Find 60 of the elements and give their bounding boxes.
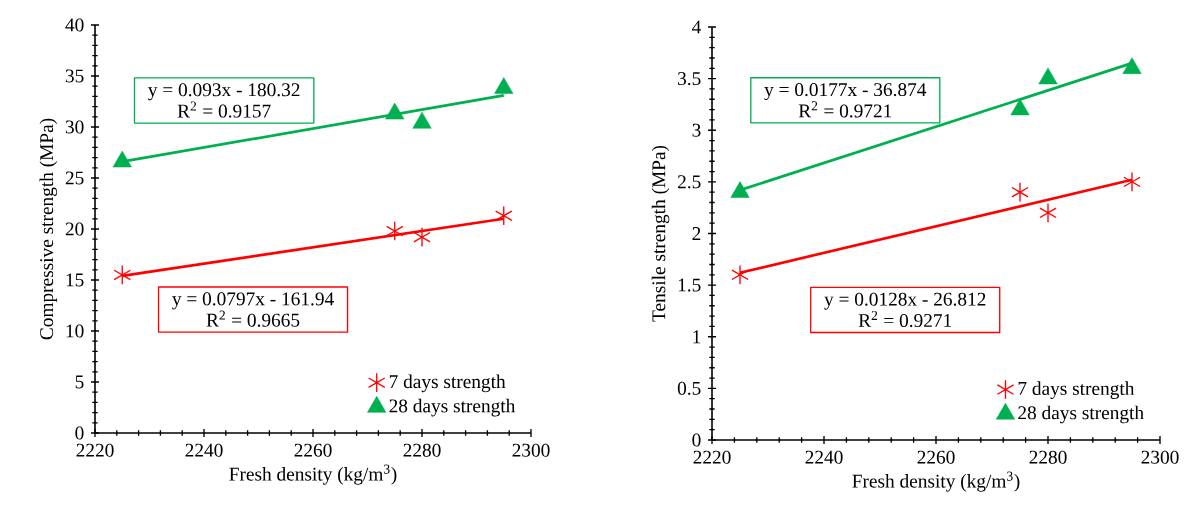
y-tick-label: 1.5: [678, 278, 701, 292]
point: [412, 111, 432, 129]
annotation: R$^{2}$ = 0.9665: [206, 310, 300, 327]
y-tick-label: 0.5: [677, 381, 701, 395]
y-tick-label: 0: [692, 433, 701, 447]
legend-label: 28 days strength: [1018, 405, 1144, 424]
point: [413, 227, 431, 248]
x-tick-label: 2280: [1029, 450, 1067, 464]
annotation: y = 0.0797x - 161.94: [172, 292, 334, 310]
y-axis-title: Tensile strength (MPa): [651, 145, 670, 322]
x-tick-label: 2220: [693, 450, 731, 464]
x-tick-label: 2300: [1141, 450, 1179, 464]
x-axis-title: Fresh density (kg/m$^{3}$): [229, 464, 397, 485]
annotation: y = 0.0128x - 26.812: [824, 292, 986, 310]
y-tick-label: 30: [65, 120, 84, 134]
x-tick-label: 2240: [185, 443, 223, 457]
x-tick-label: 2220: [76, 443, 114, 457]
x-tick-label: 2260: [294, 443, 332, 457]
point: [1038, 67, 1058, 85]
y-tick-label: 4: [692, 20, 701, 34]
legend-label: 7 days strength: [1018, 381, 1135, 399]
point: [730, 181, 750, 198]
point: [1123, 171, 1141, 192]
point: [495, 205, 513, 226]
point: [385, 102, 405, 120]
point: [1122, 57, 1142, 74]
annotation: R$^{2}$ = 0.9157: [177, 101, 271, 118]
legend-label: 7 days strength: [389, 374, 506, 393]
x-tick-label: 2280: [403, 443, 441, 457]
y-tick-label: 40: [65, 18, 84, 32]
point: [494, 77, 514, 94]
y-tick-label: 20: [65, 222, 84, 236]
y-tick-label: 15: [66, 273, 84, 287]
point: [1011, 182, 1029, 203]
y-tick-label: 3: [692, 123, 701, 137]
point: [1010, 98, 1030, 116]
annotation: y = 0.093x - 180.32: [148, 83, 300, 101]
x-tick-label: 2260: [917, 450, 955, 464]
y-tick-label: 5: [75, 375, 84, 389]
annotation: R$^{2}$ = 0.9271: [858, 310, 952, 328]
x-tick-label: 2300: [512, 443, 550, 457]
y-tick-label: 3.5: [678, 72, 701, 86]
y-tick-label: 10: [66, 324, 84, 338]
y-tick-label: 0: [75, 426, 84, 440]
y-axis-title: Compressive strength (MPa): [39, 118, 58, 340]
point: [113, 264, 132, 285]
point: [112, 150, 132, 168]
x-axis-title: Fresh density (kg/m$^{3}$): [852, 471, 1020, 492]
annotation: R$^{2}$ = 0.9721: [798, 101, 892, 118]
y-tick-label: 25: [65, 171, 84, 185]
y-tick-label: 2: [692, 227, 701, 240]
y-tick-label: 2.5: [677, 175, 701, 189]
point: [1039, 202, 1057, 223]
point: [386, 221, 404, 242]
point: [731, 264, 749, 285]
annotation: y = 0.0177x - 36.874: [764, 83, 927, 101]
y-tick-label: 35: [65, 69, 84, 83]
legend-label: 28 days strength: [389, 398, 516, 417]
x-tick-label: 2240: [805, 450, 843, 464]
y-tick-label: 1: [693, 330, 701, 344]
